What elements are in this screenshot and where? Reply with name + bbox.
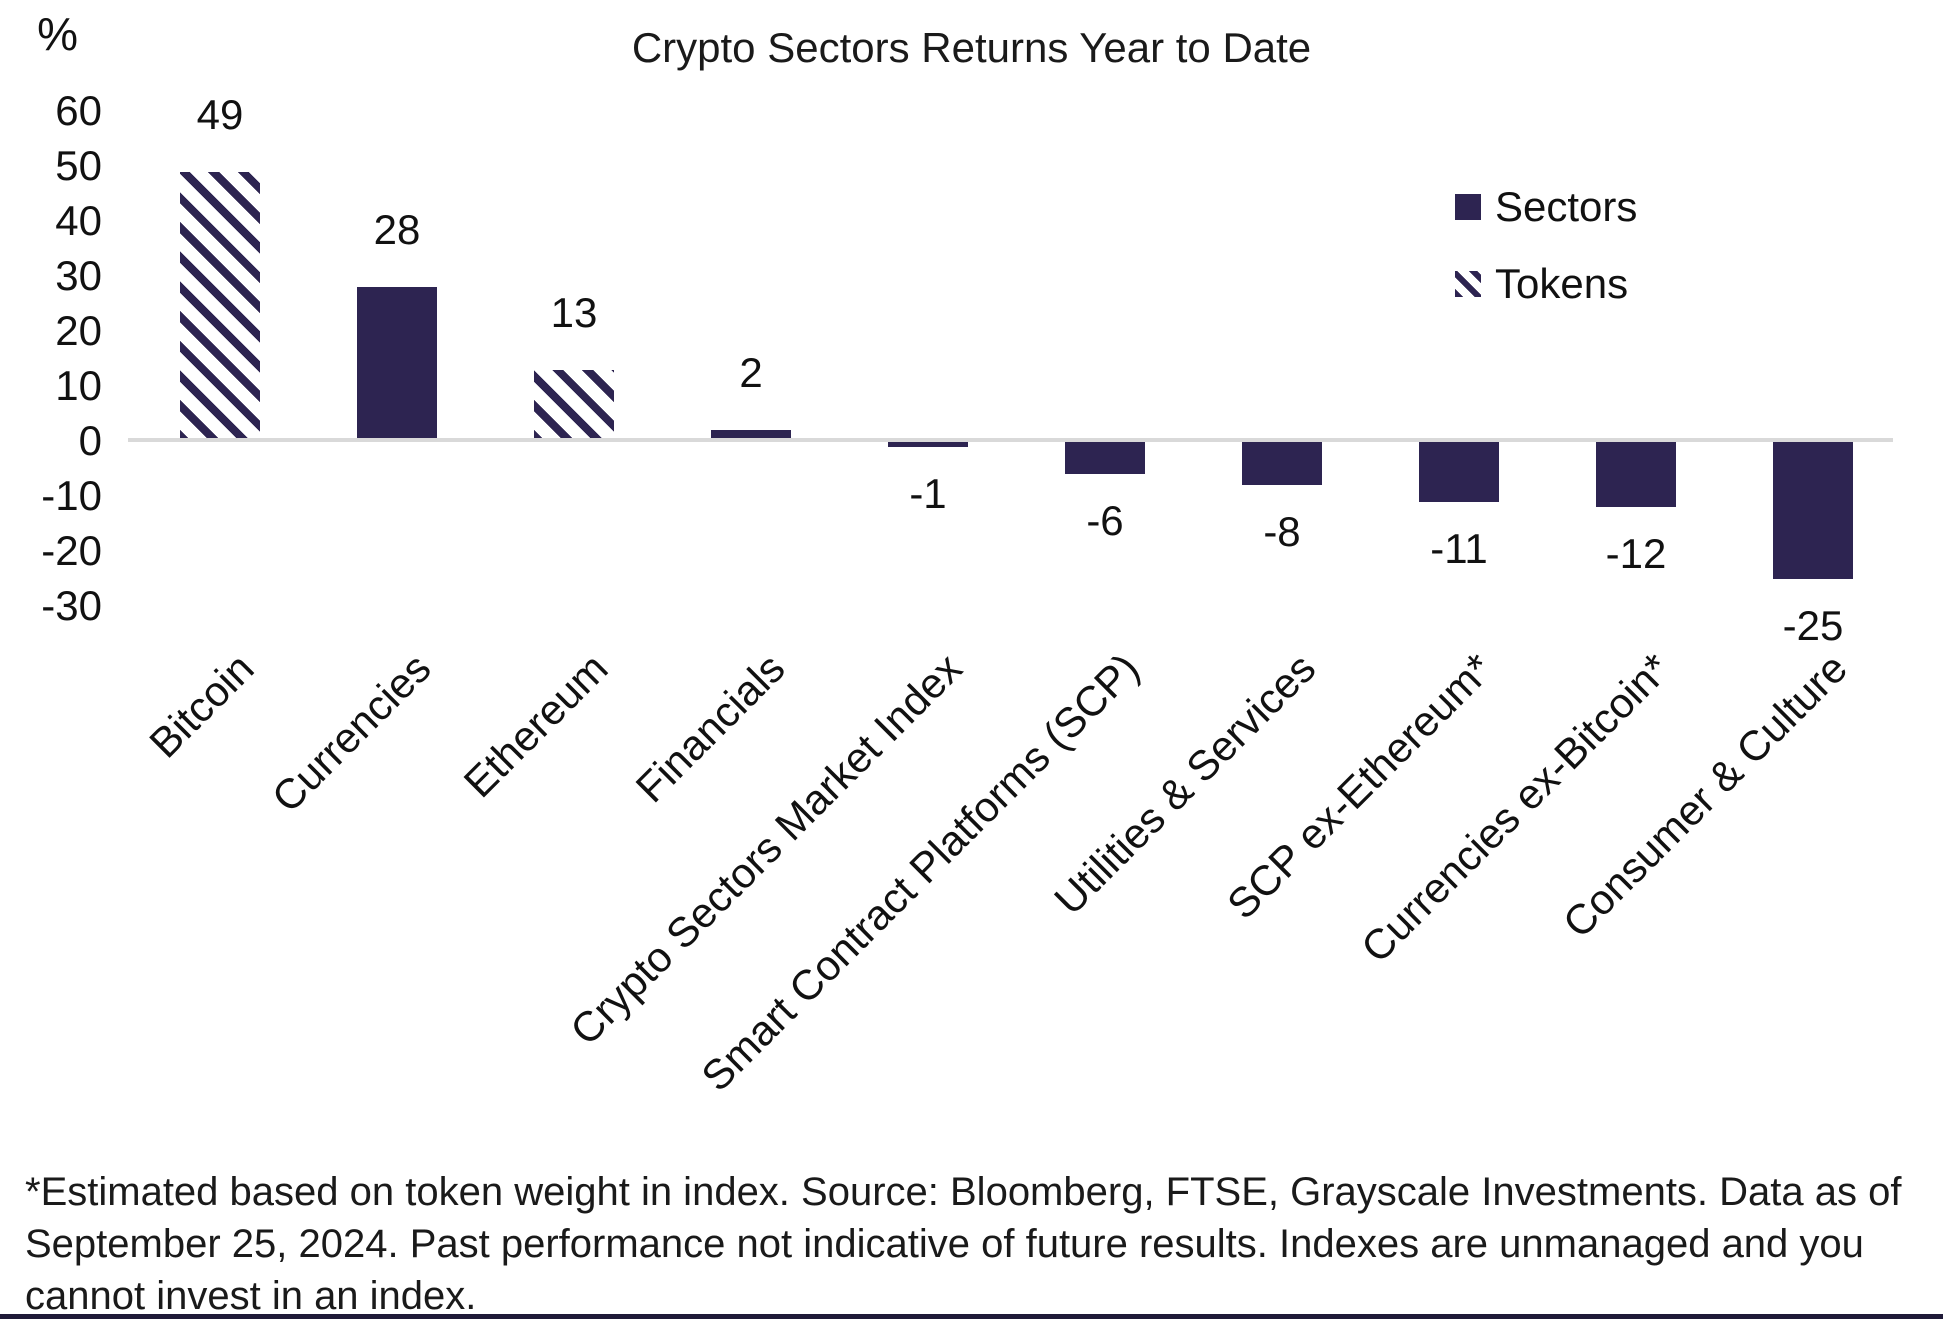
value-label-49: 49 — [196, 90, 244, 138]
bottom-rule — [0, 1314, 1943, 1319]
bar-smart-contract-platforms-scp- — [1065, 441, 1145, 474]
legend-sectors-label: Sectors — [1495, 183, 1638, 230]
chart-title: Crypto Sectors Returns Year to Date — [631, 24, 1312, 71]
y-axis-unit-label: % — [37, 8, 78, 60]
bar-utilities-services — [1242, 441, 1322, 485]
legend: Sectors Tokens — [1455, 184, 1637, 338]
y-tick-label-60: 60 — [55, 87, 102, 134]
bar-ethereum — [534, 369, 614, 441]
category-label-ethereum: Ethereum — [454, 644, 617, 807]
bar-bitcoin — [180, 171, 260, 441]
value-label--12: -12 — [1605, 530, 1667, 577]
legend-row-tokens: Tokens — [1455, 261, 1637, 307]
bar-scp-ex-ethereum- — [1419, 441, 1499, 502]
value-label-28: 28 — [373, 206, 421, 253]
value-label--8: -8 — [1263, 508, 1301, 555]
zero-baseline — [128, 438, 1893, 442]
value-label--11: -11 — [1430, 524, 1488, 572]
y-tick-label-30: 30 — [55, 252, 102, 299]
bar-financials — [711, 430, 791, 441]
value-label-13: 13 — [550, 288, 598, 336]
y-tick-label-50: 50 — [55, 142, 102, 189]
bar-crypto-sectors-market-index — [888, 441, 968, 447]
footnote: *Estimated based on token weight in inde… — [25, 1170, 1902, 1318]
legend-row-sectors: Sectors — [1455, 184, 1637, 230]
y-tick-label-20: 20 — [55, 307, 102, 354]
y-tick-label--20: -20 — [41, 527, 102, 574]
legend-sectors-marker-icon — [1455, 194, 1481, 220]
legend-tokens-label: Tokens — [1495, 260, 1629, 307]
category-label-currencies-ex-bitcoin-: Currencies ex-Bitcoin* — [1351, 644, 1679, 972]
bar-currencies-ex-bitcoin- — [1596, 441, 1676, 507]
category-label-currencies: Currencies — [262, 644, 440, 822]
value-label--25: -25 — [1782, 601, 1844, 649]
value-label-2: 2 — [739, 349, 763, 396]
value-label--1: -1 — [909, 469, 947, 517]
category-label-financials: Financials — [626, 644, 794, 812]
y-tick-label-10: 10 — [55, 362, 102, 409]
y-tick-label--30: -30 — [41, 582, 102, 629]
y-tick-label-40: 40 — [55, 197, 102, 244]
bar-currencies — [357, 287, 437, 441]
value-label--6: -6 — [1086, 497, 1124, 544]
bar-consumer-culture — [1773, 441, 1853, 579]
legend-tokens-marker-icon — [1455, 271, 1481, 297]
y-tick-label--10: -10 — [41, 472, 102, 519]
y-tick-label-0: 0 — [78, 417, 102, 464]
category-label-bitcoin: Bitcoin — [140, 644, 263, 767]
